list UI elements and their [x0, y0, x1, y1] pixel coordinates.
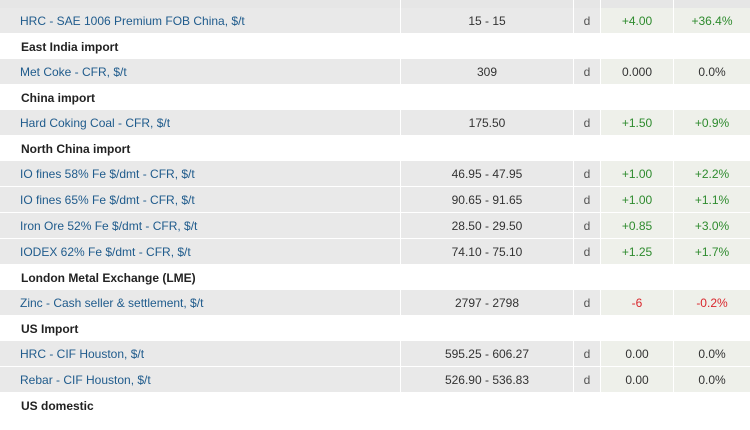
table-row[interactable]: HRC - SAE 1006 Premium FOB China, $/t 15 …	[0, 8, 750, 34]
frequency-cell: d	[573, 161, 600, 186]
price-cell: 90.65 - 91.65	[400, 187, 573, 212]
percent-change-cell: +0.9%	[673, 110, 750, 135]
commodity-link[interactable]: Zinc - Cash seller & settlement, $/t	[20, 295, 204, 310]
price-cell: 526.90 - 536.83	[400, 367, 573, 392]
percent-change-cell: -0.2%	[673, 290, 750, 315]
commodity-link[interactable]: Rebar - CIF Houston, $/t	[20, 372, 151, 387]
section-header: US Import	[0, 316, 750, 341]
change-cell: +0.85	[600, 213, 673, 238]
commodity-link[interactable]: Hard Coking Coal - CFR, $/t	[20, 115, 171, 130]
commodity-link[interactable]: IO fines 58% Fe $/dmt - CFR, $/t	[20, 166, 195, 181]
change-cell: -6	[600, 290, 673, 315]
table-row[interactable]: Iron Ore 52% Fe $/dmt - CFR, $/t 28.50 - …	[0, 213, 750, 239]
price-cell: 28.50 - 29.50	[400, 213, 573, 238]
percent-change-cell: 0.0%	[673, 367, 750, 392]
commodity-link[interactable]: IODEX 62% Fe $/dmt - CFR, $/t	[20, 244, 191, 259]
price-table-body: HRC - SAE 1006 Premium FOB China, $/t 15 …	[0, 8, 750, 418]
commodity-link[interactable]: HRC - SAE 1006 Premium FOB China, $/t	[20, 13, 245, 28]
frequency-cell: d	[573, 290, 600, 315]
frequency-cell: d	[573, 59, 600, 84]
price-cell: 309	[400, 59, 573, 84]
frequency-cell: d	[573, 8, 600, 33]
price-cell: 595.25 - 606.27	[400, 341, 573, 366]
change-cell: +4.00	[600, 8, 673, 33]
table-row[interactable]: IO fines 58% Fe $/dmt - CFR, $/t 46.95 - …	[0, 161, 750, 187]
commodity-link[interactable]: HRC - CIF Houston, $/t	[20, 346, 145, 361]
table-row[interactable]: Met Coke - CFR, $/t 309 d 0.000 0.0%	[0, 59, 750, 85]
table-row[interactable]: Rebar - CIF Houston, $/t 526.90 - 536.83 d…	[0, 367, 750, 393]
percent-change-cell: +2.2%	[673, 161, 750, 186]
percent-change-cell: +1.1%	[673, 187, 750, 212]
table-row[interactable]: IO fines 65% Fe $/dmt - CFR, $/t 90.65 - …	[0, 187, 750, 213]
change-cell: 0.00	[600, 367, 673, 392]
commodity-link[interactable]: IO fines 65% Fe $/dmt - CFR, $/t	[20, 192, 195, 207]
frequency-cell: d	[573, 239, 600, 264]
frequency-cell: d	[573, 367, 600, 392]
price-cell: 15 - 15	[400, 8, 573, 33]
commodity-link[interactable]: Met Coke - CFR, $/t	[20, 64, 127, 79]
percent-change-cell: +1.7%	[673, 239, 750, 264]
price-table: HRC - SAE 1006 Premium FOB China, $/t 15 …	[0, 0, 750, 418]
percent-change-cell: +3.0%	[673, 213, 750, 238]
section-header: London Metal Exchange (LME)	[0, 265, 750, 290]
frequency-cell: d	[573, 341, 600, 366]
change-cell: +1.25	[600, 239, 673, 264]
section-header: China import	[0, 85, 750, 110]
table-row[interactable]: Hard Coking Coal - CFR, $/t 175.50 d +1.50 +…	[0, 110, 750, 136]
section-header: North China import	[0, 136, 750, 161]
frequency-cell: d	[573, 187, 600, 212]
section-header: US domestic	[0, 393, 750, 418]
commodity-link[interactable]: Iron Ore 52% Fe $/dmt - CFR, $/t	[20, 218, 198, 233]
percent-change-cell: +36.4%	[673, 8, 750, 33]
percent-change-cell: 0.0%	[673, 341, 750, 366]
change-cell: +1.50	[600, 110, 673, 135]
frequency-cell: d	[573, 213, 600, 238]
change-cell: +1.00	[600, 161, 673, 186]
table-row[interactable]: HRC - CIF Houston, $/t 595.25 - 606.27 d 0.…	[0, 341, 750, 367]
price-cell: 74.10 - 75.10	[400, 239, 573, 264]
percent-change-cell: 0.0%	[673, 59, 750, 84]
price-cell: 2797 - 2798	[400, 290, 573, 315]
section-header: East India import	[0, 34, 750, 59]
frequency-cell: d	[573, 110, 600, 135]
table-row[interactable]: Zinc - Cash seller & settlement, $/t 2797…	[0, 290, 750, 316]
previous-row-edge	[0, 0, 750, 8]
price-cell: 46.95 - 47.95	[400, 161, 573, 186]
change-cell: 0.000	[600, 59, 673, 84]
price-cell: 175.50	[400, 110, 573, 135]
table-row[interactable]: IODEX 62% Fe $/dmt - CFR, $/t 74.10 - 75.…	[0, 239, 750, 265]
change-cell: +1.00	[600, 187, 673, 212]
change-cell: 0.00	[600, 341, 673, 366]
